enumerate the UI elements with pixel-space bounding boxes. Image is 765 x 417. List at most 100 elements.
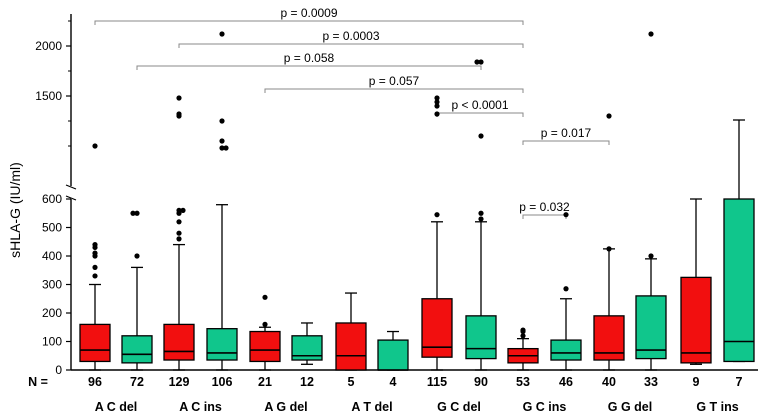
- n-label: N =: [28, 375, 48, 389]
- group-label: G G del: [608, 400, 652, 414]
- box-body: [121, 335, 153, 364]
- outlier-point: [474, 59, 480, 65]
- box-8: [421, 95, 453, 371]
- box-body: [377, 339, 409, 371]
- outlier-point: [219, 118, 225, 124]
- bracket-line: [94, 20, 524, 25]
- y-axis-label: sHLA-G (IU/ml): [7, 162, 23, 258]
- box-10: [507, 327, 539, 371]
- group-label: G T ins: [696, 400, 738, 414]
- box-15: [723, 119, 755, 363]
- y-tick-label: 0: [55, 363, 62, 377]
- p-value-label: p = 0.058: [284, 51, 335, 65]
- group-label: G C ins: [523, 400, 567, 414]
- box-0: [79, 143, 111, 371]
- group-label: A T del: [351, 400, 392, 414]
- n-count: 115: [427, 375, 447, 389]
- outlier-point: [176, 95, 182, 101]
- outlier-point: [648, 31, 654, 37]
- outlier-point: [92, 143, 98, 149]
- axis-break-mark: [65, 195, 77, 201]
- box-11: [550, 212, 582, 371]
- outlier-point: [478, 210, 484, 216]
- bracket-6: p = 0.032: [519, 200, 570, 219]
- box-body: [163, 323, 195, 361]
- box-body: [206, 328, 238, 361]
- outlier-point: [223, 145, 229, 151]
- n-count: 5: [348, 375, 355, 389]
- outlier-point: [219, 31, 225, 37]
- n-count: 53: [516, 375, 530, 389]
- box-series: [79, 31, 755, 371]
- y-tick-label: 2000: [35, 39, 62, 53]
- outlier-point: [434, 111, 440, 117]
- n-count: 72: [130, 375, 144, 389]
- box-4: [249, 294, 281, 371]
- bracket-2: p = 0.058: [136, 51, 482, 70]
- outlier-point: [176, 236, 182, 242]
- outlier-point: [563, 212, 569, 218]
- box-body: [550, 339, 582, 361]
- outlier-point: [478, 59, 484, 65]
- bracket-line: [264, 88, 524, 93]
- n-count: 12: [300, 375, 314, 389]
- bracket-4: p < 0.0001: [436, 98, 524, 117]
- box-14: [680, 198, 712, 365]
- p-value-label: p = 0.032: [519, 200, 570, 214]
- n-count: 129: [169, 375, 190, 389]
- box-3: [206, 31, 238, 371]
- outlier-point: [219, 145, 225, 151]
- n-count: 9: [693, 375, 700, 389]
- bracket-3: p = 0.057: [264, 74, 524, 93]
- bracket-line: [522, 140, 610, 145]
- n-count: 4: [390, 375, 397, 389]
- outlier-point: [478, 216, 484, 222]
- box-body: [465, 315, 497, 360]
- outlier-point: [92, 242, 98, 248]
- outlier-point: [262, 294, 268, 300]
- box-body: [680, 276, 712, 364]
- axis-break-mark: [65, 184, 77, 190]
- box-body: [723, 198, 755, 363]
- box-7: [377, 330, 409, 371]
- outlier-point: [606, 113, 612, 119]
- outlier-point: [434, 103, 440, 109]
- n-count: 106: [212, 375, 233, 389]
- box-6: [335, 292, 367, 371]
- box-body: [249, 330, 281, 363]
- y-tick-label: 200: [42, 306, 62, 320]
- bracket-line: [436, 112, 524, 117]
- n-count: 40: [602, 375, 616, 389]
- outlier-point: [176, 230, 182, 236]
- outlier-point: [176, 111, 182, 117]
- y-tick-label: 400: [42, 249, 62, 263]
- outlier-point: [563, 286, 569, 292]
- outlier-point: [434, 95, 440, 101]
- y-tick-label: 300: [42, 278, 62, 292]
- n-count: 7: [736, 375, 743, 389]
- bracket-1: p = 0.0003: [178, 29, 524, 48]
- outlier-point: [648, 253, 654, 259]
- group-label: A C ins: [179, 400, 222, 414]
- box-body: [79, 323, 111, 363]
- outlier-point: [134, 253, 140, 259]
- outlier-point: [134, 210, 140, 216]
- outlier-point: [520, 333, 526, 339]
- axes: 0 100 200 300 400 500 600 1500 2000 sHLA-G (IU/ml…: [7, 14, 758, 377]
- n-count: 33: [644, 375, 658, 389]
- n-count: 96: [88, 375, 102, 389]
- bracket-5: p = 0.017: [522, 126, 610, 145]
- box-5: [291, 322, 323, 365]
- group-label: A C del: [95, 400, 138, 414]
- p-value-label: p = 0.0003: [322, 29, 379, 43]
- y-tick-label: 500: [42, 221, 62, 235]
- p-value-label: p < 0.0001: [451, 98, 508, 112]
- group-label: G C del: [437, 400, 481, 414]
- outlier-point: [434, 212, 440, 218]
- box-13: [635, 31, 667, 371]
- group-labels: 96 72 129 106 21 12 5 4 115 90 53 46 40 33 9 7 N = A C de…: [28, 375, 742, 414]
- box-body: [421, 298, 453, 358]
- box-body: [635, 295, 667, 360]
- box-2: [163, 95, 195, 371]
- outlier-point: [520, 327, 526, 333]
